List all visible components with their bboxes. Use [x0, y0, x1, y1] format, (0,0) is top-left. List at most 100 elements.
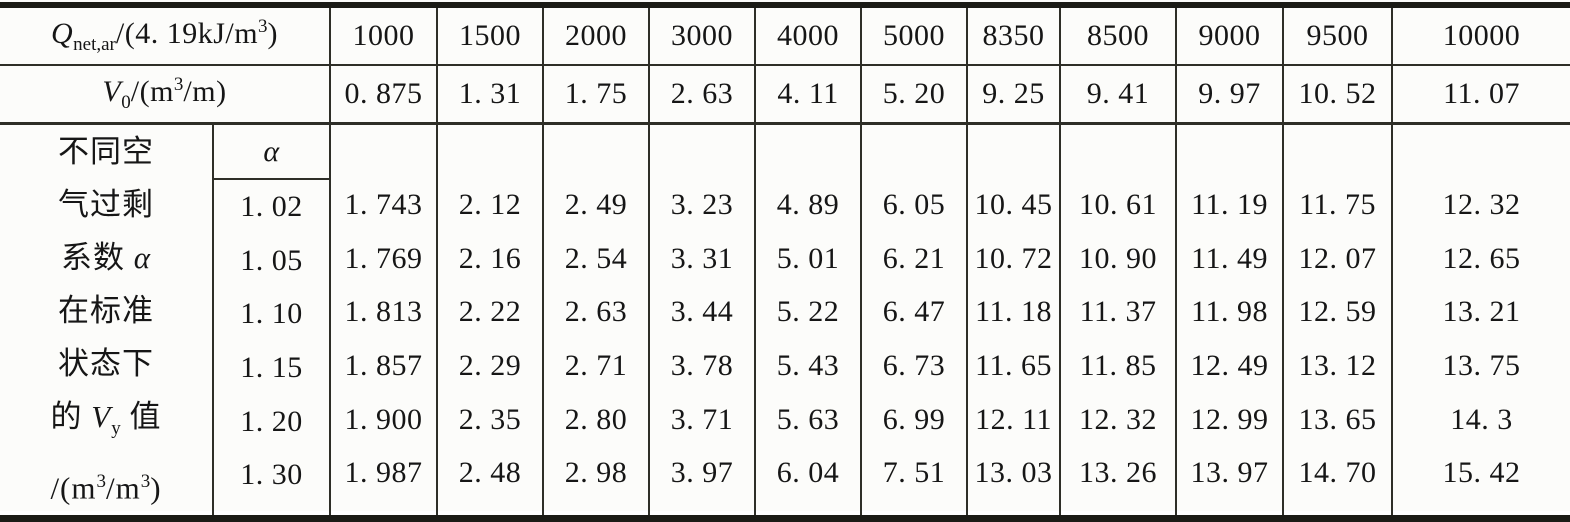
vy-value: 2. 16 — [458, 241, 522, 275]
vy-value: 3. 97 — [670, 456, 734, 490]
vy-value: 11. 85 — [1079, 348, 1157, 382]
alpha-header-spacer — [756, 125, 860, 178]
q-value-cell: 1000 — [329, 5, 438, 66]
vy-value: 2. 29 — [458, 348, 522, 382]
vy-value: 1. 900 — [344, 402, 423, 436]
vy-value: 12. 65 — [1442, 241, 1521, 275]
vy-column-cell: 1. 743 1. 769 1. 813 1. 857 1. 900 1. 987 — [329, 123, 438, 519]
q-units-mid: /(4. 19kJ/m — [115, 17, 259, 50]
vy-value: 15. 42 — [1442, 456, 1521, 490]
vy-value: 12. 99 — [1190, 402, 1269, 436]
vy-value: 11. 19 — [1191, 187, 1268, 221]
q-units-end: ) — [267, 17, 279, 50]
vy-value: 12. 32 — [1079, 402, 1158, 436]
vy-column-cell: 10. 45 10. 72 11. 18 11. 65 12. 11 13. 03 — [966, 123, 1061, 519]
vy-value: 11. 65 — [975, 348, 1052, 382]
vy-value: 4. 89 — [776, 187, 840, 221]
v0-value-cell: 9. 41 — [1059, 65, 1177, 125]
v0-value-cell: 4. 11 — [754, 65, 862, 125]
vy-value: 1. 743 — [344, 187, 423, 221]
vy-column-cell: 2. 12 2. 16 2. 22 2. 29 2. 35 2. 48 — [436, 123, 544, 519]
v0-value-cell: 2. 63 — [648, 65, 756, 125]
vy-value: 3. 23 — [670, 187, 734, 221]
vy-value: 13. 21 — [1442, 295, 1521, 329]
vy-value: 5. 63 — [776, 402, 840, 436]
vy-column-cell: 11. 75 12. 07 12. 59 13. 12 13. 65 14. 70 — [1282, 123, 1393, 519]
vy-value: 13. 75 — [1442, 348, 1521, 382]
vy-value: 2. 71 — [564, 348, 628, 382]
vy-column-cell: 11. 19 11. 49 11. 98 12. 49 12. 99 13. 97 — [1175, 123, 1284, 519]
vy-value: 13. 03 — [974, 456, 1053, 490]
side-label-cell: 不同空 气过剩 系数 α 在标准 状态下 的 Vy 值 /(m3/m3) — [0, 124, 213, 519]
q-value-cell: 5000 — [860, 5, 968, 66]
side-label-line: 在标准 — [58, 293, 154, 328]
vy-value: 10. 61 — [1079, 187, 1158, 221]
vy-value: 2. 35 — [458, 402, 522, 436]
vy-value: 11. 49 — [1191, 241, 1268, 275]
vy-value: 5. 22 — [776, 295, 840, 329]
vy-value: 6. 73 — [882, 348, 946, 382]
side-label: 不同空 气过剩 系数 α 在标准 状态下 的 Vy 值 /(m3/m3) — [0, 125, 212, 515]
vy-value: 13. 26 — [1079, 456, 1158, 490]
side-label-line: 的 Vy 值 — [50, 399, 162, 440]
q-value-cell: 9500 — [1282, 5, 1393, 66]
vy-value: 14. 3 — [1450, 402, 1513, 436]
alpha-column-header: α — [214, 125, 330, 180]
v0-value-cell: 9. 97 — [1175, 65, 1284, 125]
alpha-header-spacer — [862, 125, 966, 178]
vy-value: 6. 99 — [882, 402, 946, 436]
vy-value: 1. 987 — [344, 456, 423, 490]
q-header-row: Qnet,ar/(4. 19kJ/m3) 1000 1500 2000 3000… — [0, 5, 1570, 66]
vy-value: 10. 72 — [974, 241, 1053, 275]
alpha-header-spacer — [331, 125, 436, 178]
vy-subscript: y — [111, 418, 121, 440]
vy-value: 1. 769 — [344, 241, 423, 275]
vy-value: 2. 12 — [458, 187, 522, 221]
v0-value-cell: 0. 875 — [329, 65, 438, 125]
q-value-cell: 4000 — [754, 5, 862, 66]
vy-column-cell: 12. 32 12. 65 13. 21 13. 75 14. 3 15. 42 — [1391, 123, 1570, 519]
vy-value: 2. 98 — [564, 456, 628, 490]
vy-value: 2. 80 — [564, 402, 628, 436]
vy-value: 12. 49 — [1190, 348, 1269, 382]
vy-symbol: V — [91, 399, 112, 434]
vy-value: 2. 48 — [458, 456, 522, 490]
v0-row: V0/(m3/m) 0. 875 1. 31 1. 75 2. 63 4. 11… — [0, 65, 1570, 125]
vy-value: 7. 51 — [882, 456, 946, 490]
vy-value: 12. 32 — [1442, 187, 1521, 221]
side-label-line: 气过剩 — [58, 187, 154, 222]
vy-value: 12. 59 — [1298, 295, 1377, 329]
v0-value-cell: 11. 07 — [1391, 65, 1570, 125]
alpha-value: 1. 30 — [240, 458, 303, 492]
vy-value: 2. 63 — [564, 295, 628, 329]
side-label-line: 系数 α — [60, 240, 152, 275]
v0-subscript: 0 — [121, 92, 131, 113]
alpha-header-spacer — [438, 125, 542, 178]
side-label-line: 不同空 — [58, 134, 154, 169]
alpha-header-spacer — [1177, 125, 1282, 178]
vy-value: 12. 07 — [1298, 241, 1377, 275]
v0-value-cell: 5. 20 — [860, 65, 968, 125]
alpha-section-row: 不同空 气过剩 系数 α 在标准 状态下 的 Vy 值 /(m3/m3) α 1… — [0, 123, 1570, 519]
alpha-glyph: α — [133, 240, 152, 275]
v0-row-label: V0/(m3/m) — [0, 65, 331, 125]
q-subscript: net,ar — [73, 34, 116, 55]
q-symbol: Q — [50, 17, 74, 50]
vy-value: 14. 70 — [1298, 456, 1377, 490]
vy-column-cell: 3. 23 3. 31 3. 44 3. 78 3. 71 3. 97 — [648, 123, 756, 519]
q-value-cell: 3000 — [648, 5, 756, 66]
q-value-cell: 10000 — [1391, 5, 1570, 66]
alpha-header-spacer — [1284, 125, 1391, 178]
vy-value: 11. 37 — [1079, 295, 1157, 329]
v0-value-cell: 1. 75 — [542, 65, 650, 125]
v0-value-cell: 9. 25 — [966, 65, 1061, 125]
vy-column-cell: 6. 05 6. 21 6. 47 6. 73 6. 99 7. 51 — [860, 123, 968, 519]
vy-value: 13. 12 — [1298, 348, 1377, 382]
vy-value: 3. 31 — [670, 241, 734, 275]
q-units-sup: 3 — [258, 16, 268, 37]
vy-value: 6. 04 — [776, 456, 840, 490]
vy-value: 1. 857 — [344, 348, 423, 382]
q-value-cell: 8350 — [966, 5, 1061, 66]
alpha-header-spacer — [544, 125, 648, 178]
